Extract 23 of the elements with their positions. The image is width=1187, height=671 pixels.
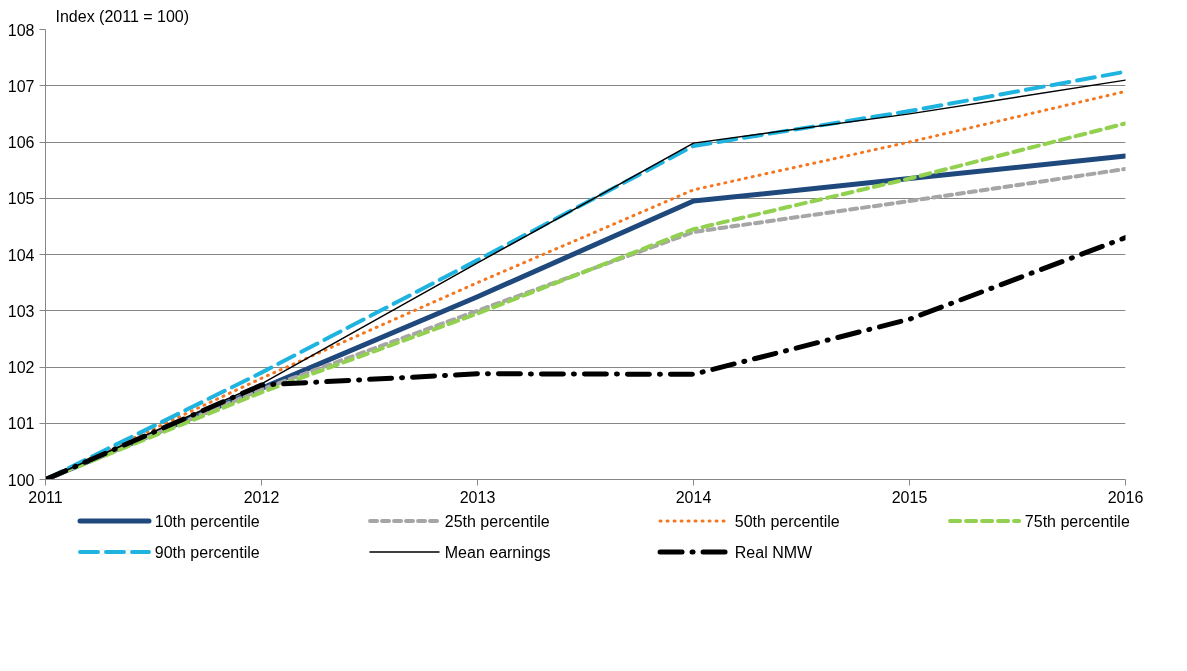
legend-label: Mean earnings: [444, 543, 551, 561]
legend-label: 10th percentile: [154, 512, 260, 530]
y-tick-label: 107: [7, 77, 35, 95]
y-tick-label: 106: [7, 134, 35, 151]
x-tick-label: 2016: [1107, 488, 1144, 506]
legend-label: 50th percentile: [734, 512, 840, 530]
legend-label: 90th percentile: [154, 543, 260, 561]
y-tick-label: 100: [7, 471, 35, 489]
y-tick-label: 101: [7, 415, 35, 433]
x-tick-label: 2013: [459, 488, 496, 506]
x-tick-label: 2011: [28, 488, 63, 506]
legend-label: Real NMW: [734, 543, 814, 561]
y-tick-label: 103: [7, 302, 35, 320]
y-tick-label: 102: [7, 359, 35, 376]
y-tick-label: 104: [7, 246, 35, 264]
x-tick-label: 2012: [243, 488, 280, 506]
y-tick-label: 105: [7, 190, 35, 208]
legend-label: 25th percentile: [444, 512, 550, 530]
x-tick-label: 2014: [675, 488, 712, 506]
y-axis-title: Index (2011 = 100): [55, 7, 190, 25]
y-tick-label: 108: [7, 21, 35, 39]
x-tick-label: 2015: [891, 488, 928, 506]
legend-label: 75th percentile: [1024, 512, 1130, 530]
